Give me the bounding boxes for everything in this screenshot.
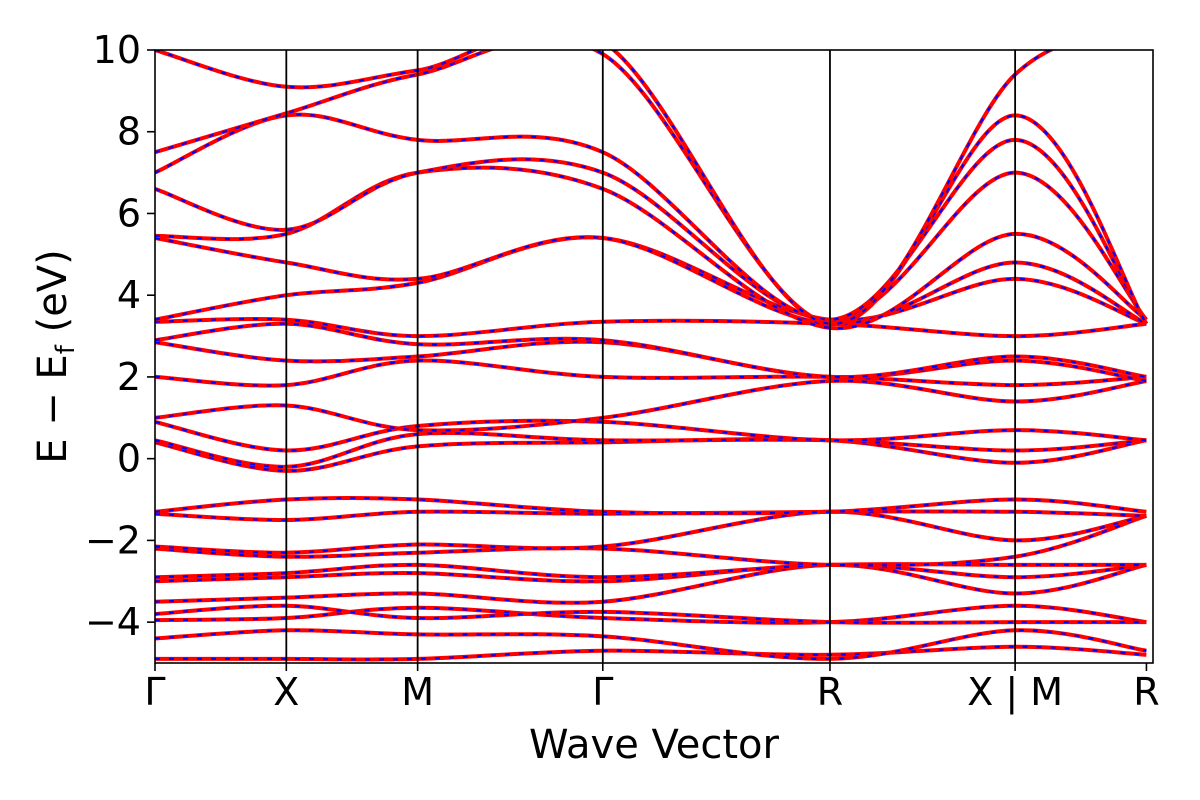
y-axis-title: E − Ef (eV): [30, 249, 81, 464]
x-tick-label: M: [401, 670, 434, 714]
x-tick-label: Γ: [144, 670, 165, 714]
bands-layer: [155, 50, 1149, 662]
band-line-dashed-17: [155, 322, 1147, 379]
band-line-13: [155, 418, 1147, 453]
band-line-dashed-19: [155, 236, 1147, 325]
x-tick-label: X: [273, 670, 299, 714]
band-line-dashed-9: [155, 510, 1147, 522]
x-tick-label: Γ: [592, 670, 613, 714]
band-line-dashed-22: [155, 158, 1148, 321]
band-line-18: [155, 316, 1147, 339]
y-tick-label: 8: [117, 110, 141, 154]
band-line-0: [155, 644, 1147, 662]
y-axis-ticks: −4 −2 0 2 4 6 8 10: [85, 28, 155, 644]
band-line-dashed-23: [155, 113, 1148, 325]
y-tick-label: 6: [117, 191, 141, 235]
band-line-dashed-0: [155, 645, 1147, 661]
x-tick-label: R: [1133, 670, 1159, 714]
y-axis-title-main: E − E: [30, 354, 76, 464]
band-line-dashed-14: [155, 379, 1147, 432]
band-line-dashed-24: [155, 50, 1148, 325]
y-tick-label: −2: [85, 518, 141, 562]
y-tick-label: −4: [85, 600, 141, 644]
band-line-17: [155, 321, 1147, 380]
y-tick-label: 2: [117, 355, 141, 399]
band-line-dashed-18: [155, 317, 1147, 338]
plot-frame: [154, 49, 1154, 664]
band-line-dashed-1: [155, 629, 1147, 661]
x-axis-ticks: Γ X M Γ R X | M R: [144, 663, 1160, 715]
band-line-dashed-2: [155, 604, 1147, 624]
x-axis-title: Wave Vector: [529, 722, 780, 768]
band-line-dashed-3: [155, 604, 1147, 624]
band-line-15: [155, 358, 1147, 388]
band-line-dashed-10: [155, 496, 1147, 515]
y-tick-label: 10: [93, 28, 141, 72]
high-symmetry-lines: [285, 50, 1017, 663]
y-axis-title-sub: f: [51, 344, 81, 354]
band-line-4: [155, 562, 1147, 605]
x-tick-label: X | M: [967, 670, 1063, 715]
band-line-8: [155, 509, 1147, 555]
band-line-dashed-6: [155, 562, 1147, 579]
band-line-dashed-5: [155, 563, 1147, 583]
y-tick-label: 4: [117, 273, 141, 317]
x-tick-label: R: [817, 670, 843, 714]
band-line-dashed-15: [155, 359, 1147, 387]
band-line-14: [155, 378, 1147, 433]
band-line-dashed-7: [155, 514, 1147, 567]
band-line-1: [155, 628, 1147, 661]
y-tick-label: 0: [117, 437, 141, 481]
band-line-dashed-21: [155, 166, 1148, 330]
band-line-12: [155, 430, 1147, 469]
y-axis-title-unit: (eV): [30, 249, 76, 345]
band-line-dashed-25: [155, 50, 1053, 325]
